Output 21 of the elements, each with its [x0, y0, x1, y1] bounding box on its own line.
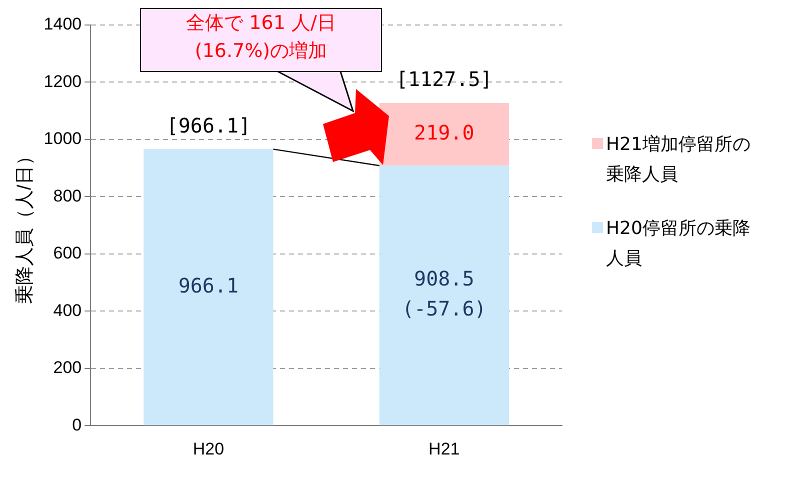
x-tick-label: H21	[428, 439, 460, 458]
total-label: [966.1]	[166, 113, 251, 138]
data-label: 908.5 (-57.6)	[402, 266, 486, 321]
y-tick-label: 1000	[44, 129, 82, 148]
bar	[144, 149, 274, 426]
y-tick-label: 1200	[44, 72, 82, 91]
y-axis-title: 乗降人員（人/日）	[14, 146, 36, 304]
y-tick-label: 400	[53, 300, 82, 320]
y-tick-label: 200	[53, 358, 82, 378]
y-tick-label: 0	[72, 415, 82, 434]
total-label: [1127.5]	[396, 67, 492, 92]
x-tick-label: H20	[192, 439, 224, 458]
legend-label: H20停留所の乗降人員	[605, 217, 752, 271]
y-tick-label: 1400	[44, 14, 82, 34]
data-label: 966.1	[178, 273, 239, 298]
data-label: 219.0	[414, 120, 474, 145]
annotation: 全体で 161 人/日 (16.7%)の増加	[140, 8, 382, 72]
bar	[379, 166, 509, 426]
y-tick-label: 800	[53, 186, 82, 206]
legend-label: H21増加停留所の乗降人員	[605, 133, 752, 187]
y-tick-label: 600	[53, 244, 82, 263]
